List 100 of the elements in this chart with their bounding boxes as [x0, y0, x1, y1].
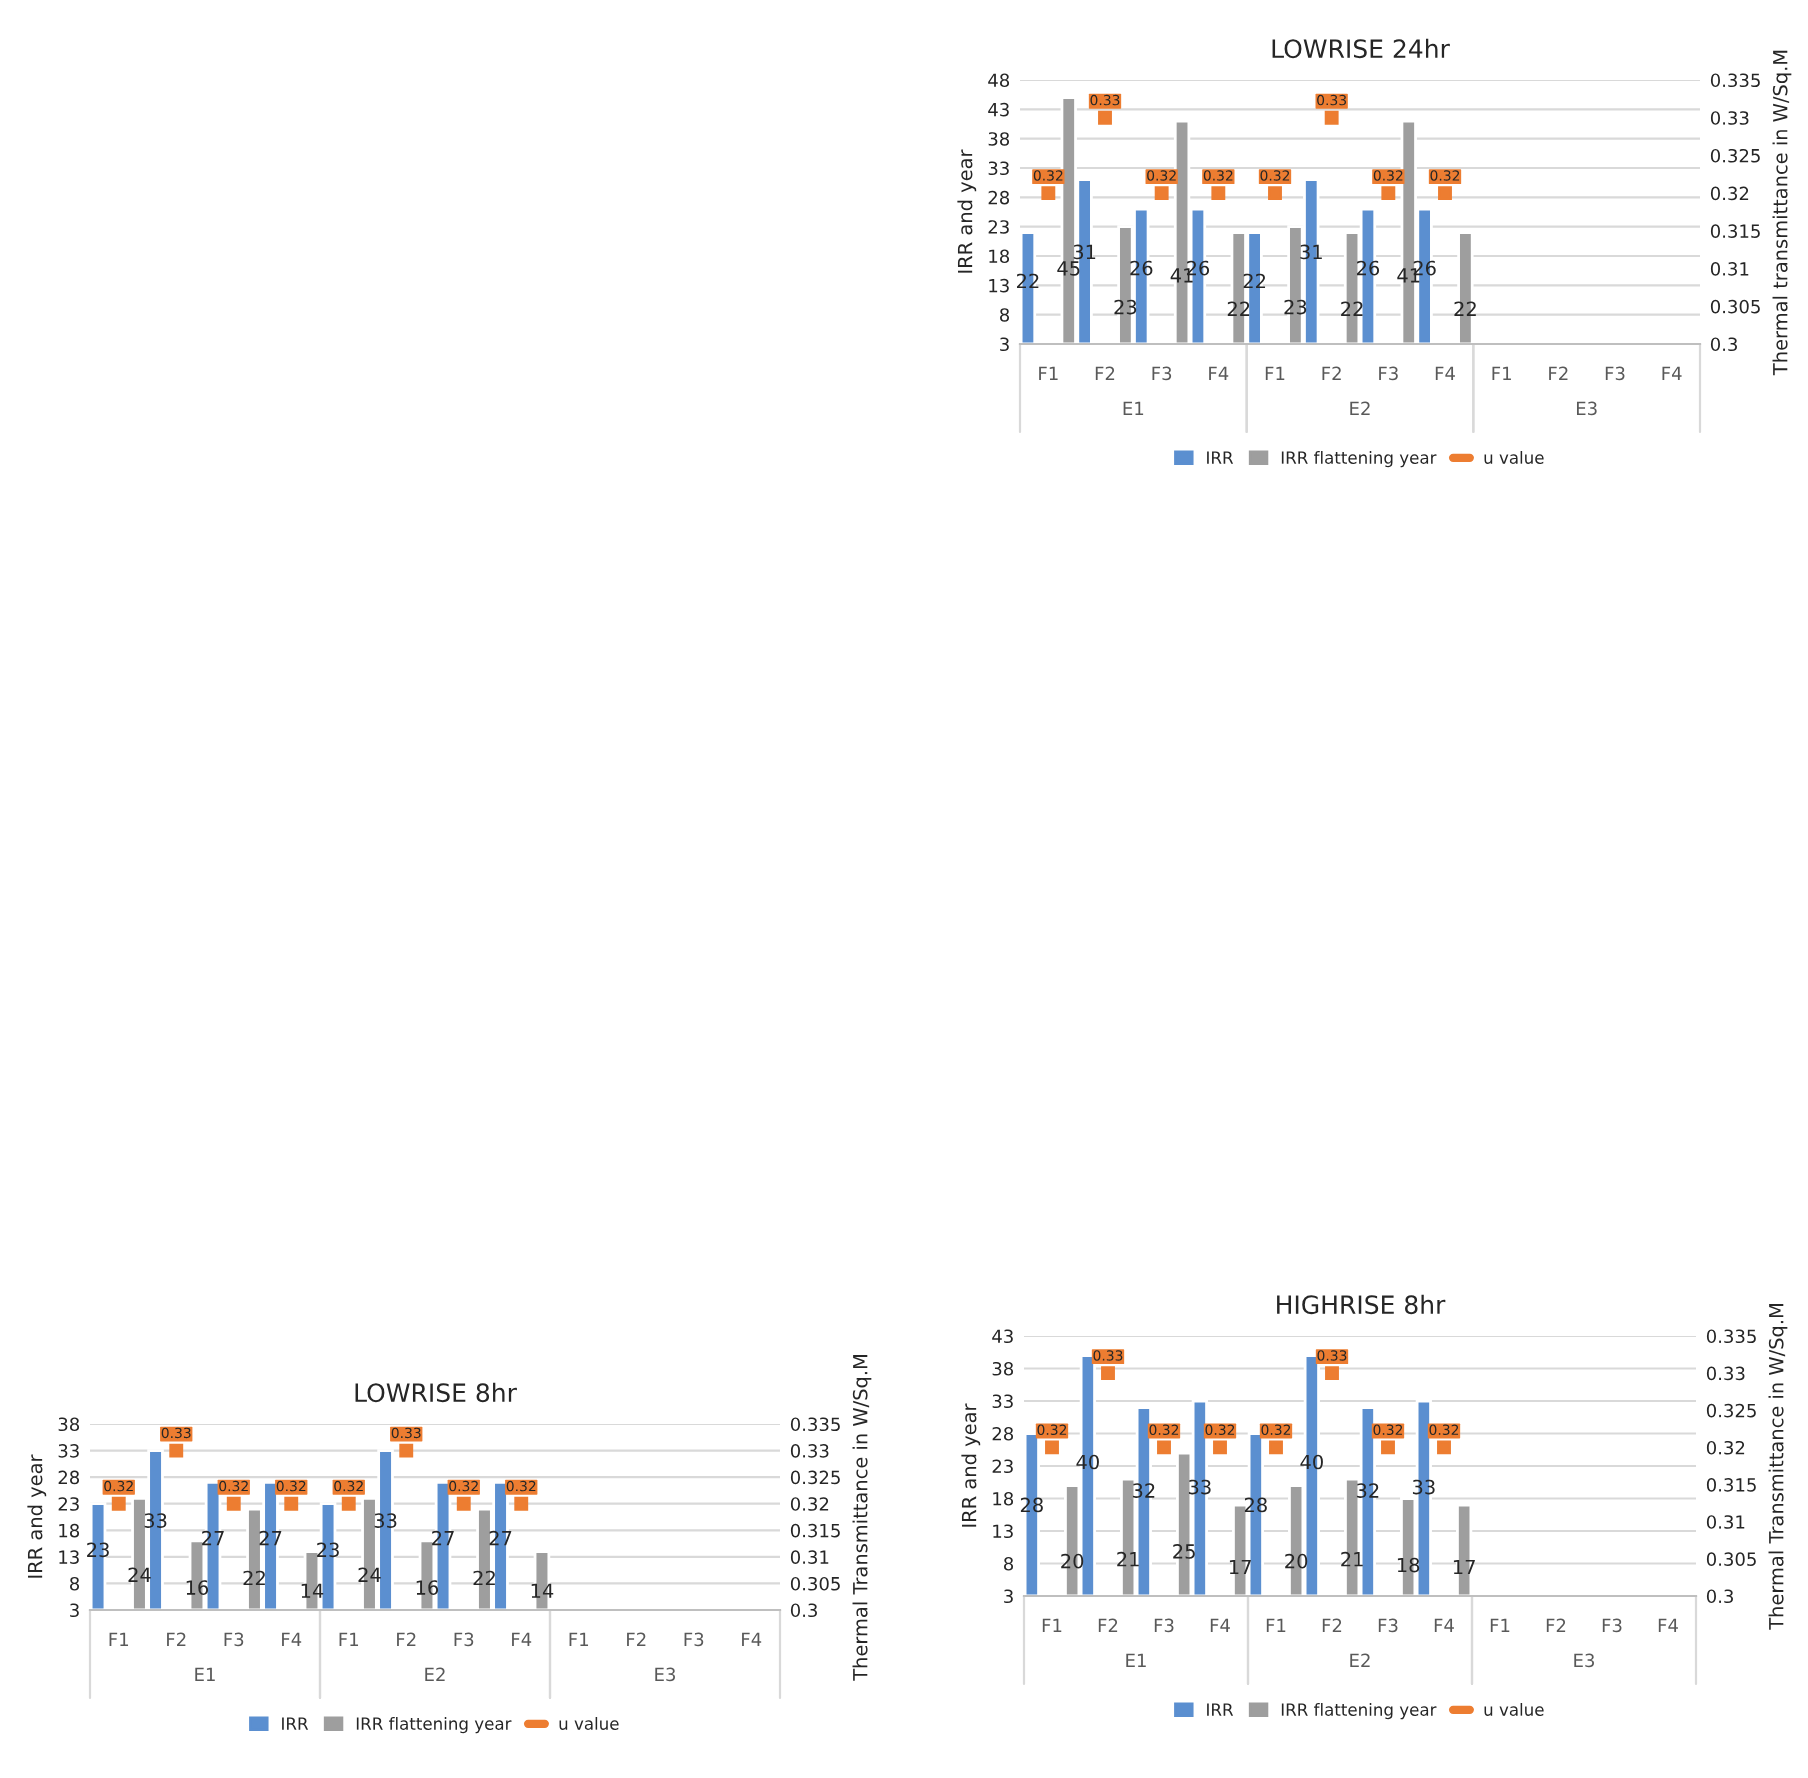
y-tick-label: 28	[992, 1426, 1014, 1441]
text: E3	[655, 1667, 675, 1682]
chart-title: LOWRISE 8hr	[355, 1382, 517, 1403]
y-tick-label: 8	[70, 1576, 80, 1591]
x-tick-label: F1	[109, 1632, 129, 1646]
x-tick-label: F3	[684, 1632, 704, 1647]
data-label: 18	[1397, 1557, 1420, 1573]
data-label: 14	[301, 1583, 324, 1598]
y-axis-title: IRR and year	[961, 1403, 981, 1527]
data-label: 17	[1229, 1559, 1251, 1575]
y-tick-label: 18	[59, 1523, 80, 1538]
data-label: 33	[1412, 1479, 1435, 1495]
x-tick-label: F1	[1492, 366, 1511, 380]
data-label: 32	[1132, 1483, 1155, 1498]
text: E2	[1350, 1653, 1370, 1667]
y-tick-label: 23	[58, 1497, 79, 1511]
y-tick-label: 3	[1004, 1589, 1013, 1604]
y-tick-label: 38	[58, 1417, 80, 1432]
x-tick-label: F1	[1265, 366, 1285, 380]
y-tick-label: 13	[993, 1524, 1013, 1539]
y-tick-label: 38	[992, 1361, 1014, 1376]
data-label: 22	[1227, 301, 1250, 316]
y-tick-label: 43	[988, 102, 1009, 117]
data-label: 33	[374, 1513, 397, 1528]
y2-tick-label: 0.32	[1710, 186, 1749, 201]
x-tick-label: F4	[742, 1632, 762, 1646]
y2-tick-label: 0.325	[1710, 148, 1760, 163]
data-label: 45	[1057, 261, 1080, 276]
y-tick-label: 33	[58, 1444, 79, 1458]
data-label: 16	[416, 1580, 439, 1595]
data-label: 22	[473, 1570, 495, 1586]
x-tick-label: F2	[1322, 366, 1341, 380]
x-tick-label: F3	[1152, 366, 1172, 381]
legend-label: u value	[559, 1717, 619, 1730]
x-tick-label: F1	[1042, 1618, 1062, 1632]
y2-tick-label: 0.305	[1710, 299, 1760, 314]
text: E1	[1126, 1653, 1146, 1667]
data-label: 32	[1356, 1483, 1379, 1498]
y-tick-label: 8	[1000, 308, 1010, 322]
y-tick-label: 8	[1004, 1556, 1014, 1571]
y2-axis-title: Thermal Transmittance in W/Sq.M	[852, 1355, 872, 1681]
data-label: 31	[1073, 244, 1096, 260]
y-axis-title: IRR and year	[27, 1454, 47, 1578]
text: E2	[1350, 401, 1370, 415]
data-label: 23	[1114, 299, 1137, 315]
y-tick-label: 18	[989, 249, 1010, 264]
y2-tick-label: 0.31	[1710, 262, 1749, 276]
data-label: 21	[1341, 1551, 1363, 1567]
data-label: 25	[1173, 1544, 1195, 1559]
y-tick-label: 33	[992, 1394, 1013, 1409]
y2-tick-label: 0.33	[1706, 1366, 1745, 1381]
chart-title: HIGHRISE 8hr	[1277, 1294, 1446, 1315]
x-tick-label: F1	[569, 1632, 589, 1646]
data-label: 28	[1020, 1497, 1043, 1513]
y2-tick-label: 0.305	[1706, 1552, 1756, 1566]
x-tick-label: F2	[1546, 1618, 1566, 1632]
y2-tick-label: 0.3	[790, 1603, 817, 1618]
x-tick-label: F3	[1605, 366, 1625, 381]
x-tick-label: F3	[454, 1632, 474, 1647]
data-label: 27	[259, 1530, 282, 1546]
x-tick-label: F3	[1154, 1618, 1174, 1633]
data-label: 33	[1188, 1479, 1211, 1495]
legend-label: u value	[1484, 1703, 1544, 1716]
y-tick-label: 23	[988, 220, 1009, 234]
data-label: 14	[531, 1583, 554, 1598]
data-label: 21	[1117, 1551, 1139, 1567]
x-tick-label: F2	[1095, 366, 1115, 380]
y-tick-label: 23	[992, 1459, 1013, 1474]
legend-label: IRR	[1207, 1703, 1234, 1716]
y2-tick-label: 0.315	[1710, 224, 1760, 238]
y-tick-label: 18	[993, 1491, 1014, 1506]
x-tick-label: F2	[1549, 366, 1568, 380]
y-tick-label: 28	[58, 1470, 80, 1485]
text: E3	[1576, 401, 1597, 416]
text: E1	[195, 1667, 215, 1681]
data-label: 16	[186, 1580, 209, 1595]
data-label: 31	[1300, 244, 1322, 260]
chart-title: LOWRISE 24hr	[1272, 38, 1450, 59]
data-label: 23	[87, 1542, 109, 1558]
y2-tick-label: 0.3	[1710, 337, 1737, 352]
x-tick-label: F2	[627, 1632, 646, 1646]
data-label: 27	[489, 1530, 512, 1546]
y2-axis-title: Thermal Transmittance in W/Sq.M	[1768, 1304, 1788, 1630]
data-label: 22	[1341, 301, 1363, 316]
x-tick-label: F1	[1039, 366, 1058, 380]
data-label: 33	[144, 1513, 167, 1528]
x-tick-label: F2	[167, 1632, 186, 1646]
y-axis-title: IRR and year	[957, 149, 977, 273]
data-label: 23	[1284, 299, 1307, 315]
y2-tick-label: 0.31	[1706, 1515, 1745, 1529]
y2-tick-label: 0.315	[790, 1523, 840, 1538]
y2-axis-title: Thermal transmittance in W/Sq.M	[1772, 50, 1792, 376]
legend-label: IRR flattening year	[356, 1717, 512, 1734]
x-tick-label: F4	[1435, 366, 1455, 380]
legend-label: IRR	[282, 1717, 309, 1730]
y2-tick-label: 0.335	[1710, 73, 1760, 88]
x-tick-label: F4	[282, 1632, 302, 1646]
data-label: 20	[1285, 1553, 1308, 1569]
data-label: 22	[1016, 273, 1039, 289]
data-label: 27	[202, 1530, 224, 1546]
